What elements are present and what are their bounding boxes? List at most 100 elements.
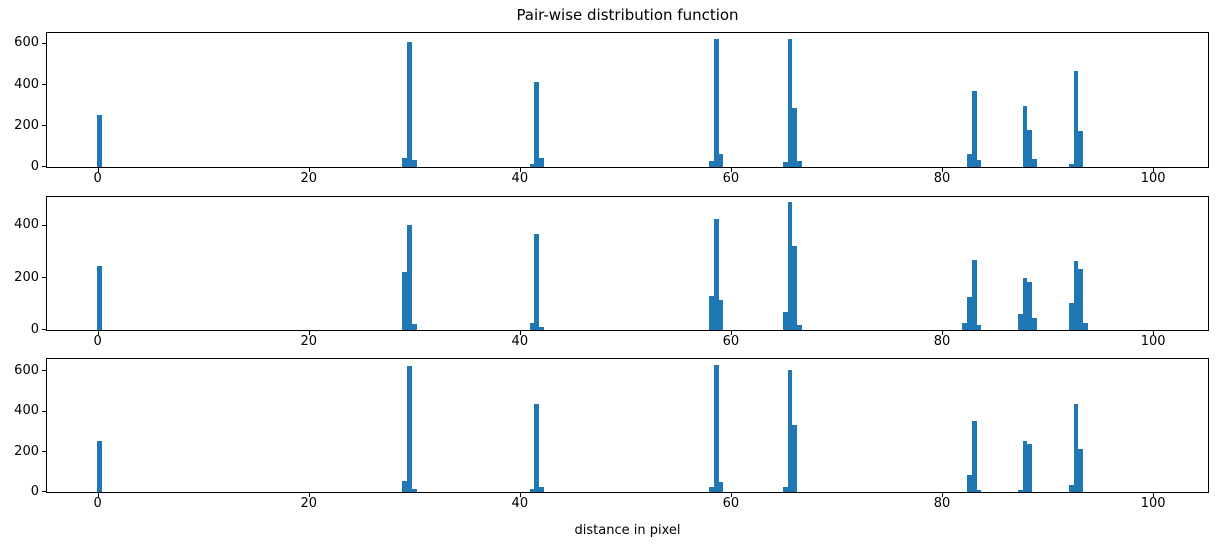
- x-tick: [519, 331, 521, 335]
- x-tick-label: 0: [93, 496, 102, 511]
- y-tick: [42, 329, 46, 330]
- histogram-bar: [1078, 449, 1084, 492]
- y-tick: [42, 42, 46, 44]
- histogram-bar: [782, 487, 788, 492]
- histogram-bar: [976, 159, 982, 167]
- x-axis-label: distance in pixel: [574, 523, 681, 538]
- y-tick-label: 400: [14, 403, 39, 419]
- x-tick: [308, 331, 310, 335]
- y-tick-label: 0: [30, 484, 39, 499]
- x-tick: [730, 168, 732, 172]
- histogram-bar: [529, 322, 535, 330]
- histogram-bar: [718, 481, 724, 492]
- histogram-bar: [97, 265, 103, 330]
- histogram-bar: [411, 324, 417, 330]
- histogram-bar: [718, 299, 724, 330]
- histogram-bar: [411, 160, 417, 167]
- histogram-bar: [971, 259, 977, 330]
- x-tick-label: 60: [722, 496, 740, 511]
- histogram-bar: [792, 425, 798, 492]
- x-tick-label: 0: [93, 171, 102, 186]
- histogram-bar: [402, 272, 408, 330]
- subplot-middle: 0 20 40 60 80 100 0 200 400: [14, 196, 1209, 349]
- y-tick: [42, 370, 46, 372]
- histogram-bar: [787, 370, 793, 492]
- histogram-bar: [713, 39, 719, 167]
- histogram-bar: [539, 486, 544, 492]
- chart-title: Pair-wise distribution function: [516, 6, 739, 24]
- histogram-bar: [534, 81, 540, 167]
- y-tick: [42, 491, 46, 492]
- histogram-bar: [782, 312, 788, 330]
- histogram-bar: [709, 486, 714, 492]
- histogram-bar: [534, 403, 540, 492]
- y-tick-label: 400: [14, 76, 39, 92]
- y-tick-label: 400: [14, 217, 39, 233]
- histogram-bar: [1073, 70, 1079, 167]
- subplot-bottom: 0 20 40 60 80 100 0 200 400 600: [14, 358, 1209, 511]
- histogram-bar: [97, 441, 103, 492]
- x-tick-label: 20: [300, 334, 318, 349]
- x-tick-label: 40: [511, 496, 529, 511]
- x-tick-label: 100: [1140, 334, 1166, 349]
- histogram-bar: [407, 41, 412, 167]
- y-tick-label: 0: [30, 159, 39, 174]
- histogram-bar: [1068, 302, 1074, 330]
- histogram-bar: [1017, 489, 1023, 492]
- x-tick: [1153, 168, 1155, 172]
- y-tick-label: 600: [14, 35, 39, 51]
- y-tick: [42, 166, 46, 167]
- histogram-bar: [411, 488, 417, 492]
- histogram-bar: [967, 153, 972, 167]
- histogram-bar: [534, 233, 540, 330]
- histogram-bar: [976, 324, 982, 330]
- histogram-bar: [967, 296, 972, 330]
- histogram-bar: [1017, 314, 1023, 330]
- y-tick-label: 0: [30, 322, 39, 337]
- histogram-bar: [529, 164, 535, 167]
- histogram-bar: [1073, 404, 1079, 492]
- histogram-bar: [529, 488, 535, 492]
- histogram-bar: [97, 115, 103, 167]
- x-tick: [942, 493, 944, 497]
- histogram-bar: [1022, 106, 1028, 167]
- histogram-bar: [713, 365, 719, 492]
- histogram-bar: [1022, 277, 1028, 330]
- histogram-bar: [709, 295, 714, 330]
- histogram-bar: [718, 154, 724, 167]
- x-tick: [942, 168, 944, 172]
- histogram-bar: [713, 219, 719, 330]
- y-tick: [42, 224, 46, 226]
- x-tick-label: 80: [933, 334, 951, 349]
- y-tick: [42, 84, 46, 86]
- y-tick: [42, 451, 46, 453]
- y-tick: [42, 277, 46, 279]
- y-tick-label: 200: [14, 117, 39, 133]
- histogram-bar: [539, 326, 544, 330]
- histogram-bar: [1068, 485, 1074, 492]
- x-tick-label: 40: [511, 171, 529, 186]
- y-tick-label: 600: [14, 362, 39, 378]
- x-tick-label: 80: [933, 171, 951, 186]
- histogram-bar: [967, 475, 972, 492]
- histogram-bar: [962, 323, 968, 330]
- histogram-bar: [792, 108, 798, 167]
- x-tick: [1153, 493, 1155, 497]
- histogram-bar: [1078, 130, 1084, 167]
- histogram-bar: [709, 160, 714, 167]
- histogram-bar: [1068, 163, 1074, 167]
- histogram-bar: [1027, 129, 1032, 167]
- x-tick-label: 20: [300, 496, 318, 511]
- x-tick: [519, 168, 521, 172]
- histogram-bar: [797, 325, 802, 330]
- histogram-bar: [539, 157, 544, 167]
- x-tick: [97, 168, 99, 172]
- histogram-bar: [1073, 260, 1079, 330]
- y-tick: [42, 125, 46, 127]
- x-tick-label: 60: [722, 171, 740, 186]
- histogram-bar: [407, 365, 412, 492]
- x-tick: [97, 493, 99, 497]
- x-tick: [519, 493, 521, 497]
- x-tick-label: 80: [933, 496, 951, 511]
